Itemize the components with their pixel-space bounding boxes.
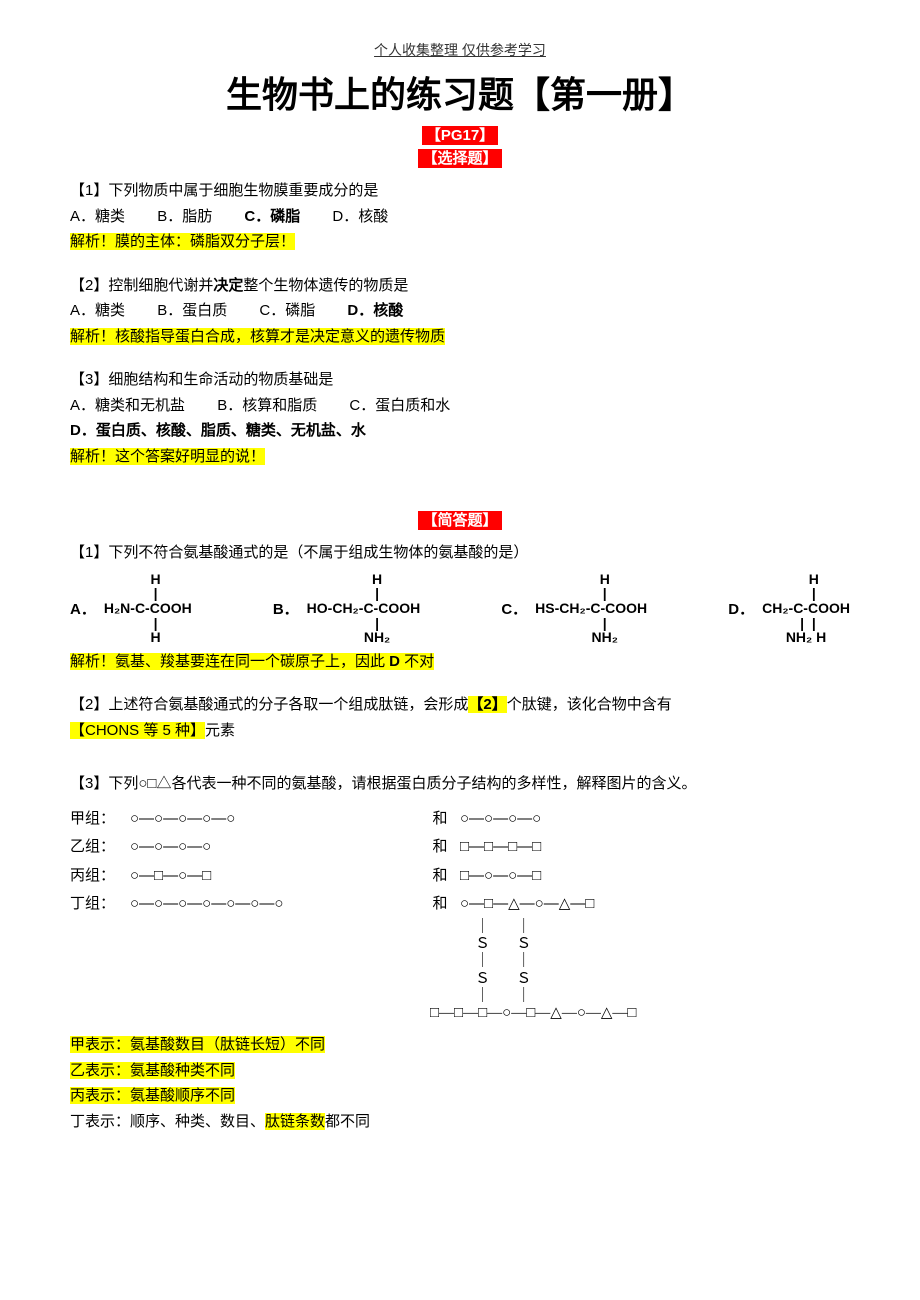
sa-q3-stem: 【3】下列○□△各代表一种不同的氨基酸，请根据蛋白质分子结构的多样性，解释图片的… xyxy=(70,771,850,797)
ans-ding: 丁表示：顺序、种类、数目、肽链条数都不同 xyxy=(70,1109,850,1135)
ans-bing-text: 丙表示：氨基酸顺序不同 xyxy=(70,1087,235,1104)
sa-q1-formula-a: A． H | H₂N-C-COOH | H xyxy=(70,572,192,645)
chain-yi-left: ○—○—○—○ xyxy=(130,833,420,862)
sa-q2-ans2-mid3: 种】 xyxy=(171,722,205,739)
page-title: 生物书上的练习题【第一册】 xyxy=(70,66,850,118)
sa-q1-a-struct: H | H₂N-C-COOH | H xyxy=(104,572,192,645)
mc-q2-stem-pre: 【2】控制细胞代谢并 xyxy=(70,277,213,294)
ans-yi: 乙表示：氨基酸种类不同 xyxy=(70,1058,850,1084)
page-marker: 【PG17】 xyxy=(70,124,850,145)
chain-ding-left: ○—○—○—○—○—○—○ xyxy=(130,890,420,919)
section-mc-marker: 【选择题】 xyxy=(70,147,850,168)
sa-q2: 【2】上述符合氨基酸通式的分子各取一个组成肽链，会形成【2】个肽键，该化合物中含… xyxy=(70,692,850,743)
section-sa-marker: 【简答题】 xyxy=(70,509,850,530)
chain-bing-right: □—○—○—□ xyxy=(460,862,850,891)
mc-q3-explain-text: 解析！这个答案好明显的说！ xyxy=(70,448,265,465)
sa-q3-chains: 甲组： ○—○—○—○—○ 和 ○—○—○—○ 乙组： ○—○—○—○ 和 □—… xyxy=(70,805,850,919)
sa-q1-c-label: C． xyxy=(501,598,527,619)
mc-q3-options: A．糖类和无机盐 B．核算和脂质 C．蛋白质和水 xyxy=(70,393,850,419)
chain-bing-left: ○—□—○—□ xyxy=(130,862,420,891)
mc-q1-opt-a: A．糖类 xyxy=(70,204,125,230)
mc-q1-opt-c: C．磷脂 xyxy=(244,204,300,230)
mc-q2-options: A．糖类 B．蛋白质 C．磷脂 D．核酸 xyxy=(70,298,850,324)
sa-q2-ans2-mid1: 等 xyxy=(139,722,162,739)
sa-q1-explain: 解析！氨基、羧基要连在同一个碳原子上，因此 D 不对 xyxy=(70,649,850,675)
sa-q2-ans2-pre: 【CHONS xyxy=(70,722,139,739)
chain-bing-mid: 和 xyxy=(420,862,460,891)
sa-q1-b-label: B． xyxy=(273,598,299,619)
sa-q2-post: 元素 xyxy=(205,722,235,739)
ans-yi-text: 乙表示：氨基酸种类不同 xyxy=(70,1062,235,1079)
chain-ding-label: 丁组： xyxy=(70,890,130,919)
ans-ding-pre: 丁表示：顺序、种类、数目、 xyxy=(70,1113,265,1130)
mc-q2-explain-text: 解析！核酸指导蛋白合成，核算才是决定意义的遗传物质 xyxy=(70,328,445,345)
sa-q1-a-label: A． xyxy=(70,598,96,619)
mc-q1-options: A．糖类 B．脂肪 C．磷脂 D．核酸 xyxy=(70,204,850,230)
sa-q1-formula-d: D． H | CH₂-C-COOH | | NH₂ H xyxy=(728,572,850,645)
page-root: 个人收集整理 仅供参考学习 生物书上的练习题【第一册】 【PG17】 【选择题】… xyxy=(0,0,920,1194)
mc-q1-opt-d: D．核酸 xyxy=(332,204,388,230)
chain-jia-left: ○—○—○—○—○ xyxy=(130,805,420,834)
mc-q2-opt-b: B．蛋白质 xyxy=(157,298,227,324)
chain-jia-right: ○—○—○—○ xyxy=(460,805,850,834)
mc-q2-stem-post: 整个生物体遗传的物质是 xyxy=(243,277,408,294)
header-note: 个人收集整理 仅供参考学习 xyxy=(70,40,850,60)
chain-yi-right: □—□—□—□ xyxy=(460,833,850,862)
sa-q1-d-label: D． xyxy=(728,598,754,619)
mc-q1-stem: 【1】下列物质中属于细胞生物膜重要成分的是 xyxy=(70,178,850,204)
sa-q1-explain-post: 不对 xyxy=(400,653,434,670)
mc-q3-opt-c: C．蛋白质和水 xyxy=(349,393,450,419)
mc-q2-opt-c: C．磷脂 xyxy=(259,298,315,324)
ans-ding-post: 都不同 xyxy=(325,1113,370,1130)
ans-ding-hl: 肽链条数 xyxy=(265,1113,325,1130)
mc-q2-stem: 【2】控制细胞代谢并决定整个生物体遗传的物质是 xyxy=(70,273,850,299)
chain-bing: 丙组： ○—□—○—□ 和 □—○—○—□ xyxy=(70,862,850,891)
sa-q1-d-struct: H | CH₂-C-COOH | | NH₂ H xyxy=(762,572,850,645)
mc-q2-opt-d: D．核酸 xyxy=(347,298,403,324)
sa-q3-disulfide: ｜ ｜ Ｓ Ｓ ｜ ｜ Ｓ Ｓ ｜ ｜ □—□—□—○—□—△—○—△—□ xyxy=(430,919,850,1023)
sa-q1-explain-mid: D xyxy=(389,653,400,670)
mc-q1-explain-text: 解析！膜的主体：磷脂双分子层！ xyxy=(70,233,295,250)
sa-q2-ans2-mid2: 5 xyxy=(163,722,171,739)
mc-q3-explain: 解析！这个答案好明显的说！ xyxy=(70,444,850,470)
sa-q1-b-struct: H | HO-CH₂-C-COOH | NH₂ xyxy=(307,572,421,645)
chain-jia-label: 甲组： xyxy=(70,805,130,834)
sa-q1-explain-pre: 解析！氨基、羧基要连在同一个碳原子上，因此 xyxy=(70,653,389,670)
mc-q1-explain: 解析！膜的主体：磷脂双分子层！ xyxy=(70,229,850,255)
sa-q1-stem: 【1】下列不符合氨基酸通式的是（不属于组成生物体的氨基酸的是） xyxy=(70,540,850,566)
chain-yi-label: 乙组： xyxy=(70,833,130,862)
sa-q1-formula-b: B． H | HO-CH₂-C-COOH | NH₂ xyxy=(273,572,420,645)
mc-q3-opt-a: A．糖类和无机盐 xyxy=(70,393,185,419)
mc-q2-explain: 解析！核酸指导蛋白合成，核算才是决定意义的遗传物质 xyxy=(70,324,850,350)
chain-ding-mid: 和 xyxy=(420,890,460,919)
sa-q2-pre: 【2】上述符合氨基酸通式的分子各取一个组成肽链，会形成 xyxy=(70,696,468,713)
chain-jia-mid: 和 xyxy=(420,805,460,834)
chain-yi: 乙组： ○—○—○—○ 和 □—□—□—□ xyxy=(70,833,850,862)
mc-q1-opt-b: B．脂肪 xyxy=(157,204,212,230)
mc-q2-opt-a: A．糖类 xyxy=(70,298,125,324)
sa-q1-formula-c: C． H | HS-CH₂-C-COOH | NH₂ xyxy=(501,572,647,645)
pg-badge: 【PG17】 xyxy=(422,126,498,145)
chain-ding-right: ○—□—△—○—△—□ xyxy=(460,890,850,919)
mc-badge: 【选择题】 xyxy=(418,149,501,168)
mc-q2-stem-bold: 决定 xyxy=(213,277,243,294)
ans-jia-text: 甲表示：氨基酸数目（肽链长短）不同 xyxy=(70,1036,325,1053)
mc-q3-stem: 【3】细胞结构和生命活动的物质基础是 xyxy=(70,367,850,393)
sa-q2-mid: 个肽键，该化合物中含有 xyxy=(507,696,672,713)
chain-bing-label: 丙组： xyxy=(70,862,130,891)
chain-ding: 丁组： ○—○—○—○—○—○—○ 和 ○—□—△—○—△—□ xyxy=(70,890,850,919)
sa-q2-ans1: 【2】 xyxy=(468,696,506,713)
sa-badge: 【简答题】 xyxy=(418,511,501,530)
ans-jia: 甲表示：氨基酸数目（肽链长短）不同 xyxy=(70,1032,850,1058)
mc-q3-opt-b: B．核算和脂质 xyxy=(217,393,317,419)
chain-jia: 甲组： ○—○—○—○—○ 和 ○—○—○—○ xyxy=(70,805,850,834)
ans-bing: 丙表示：氨基酸顺序不同 xyxy=(70,1083,850,1109)
mc-q3-opt-d: D．蛋白质、核酸、脂质、糖类、无机盐、水 xyxy=(70,418,850,444)
sa-q1-c-struct: H | HS-CH₂-C-COOH | NH₂ xyxy=(535,572,647,645)
chain-yi-mid: 和 xyxy=(420,833,460,862)
sa-q1-formula-row: A． H | H₂N-C-COOH | H B． H | HO-CH₂-C-CO… xyxy=(70,572,850,645)
sa-q3-answers: 甲表示：氨基酸数目（肽链长短）不同 乙表示：氨基酸种类不同 丙表示：氨基酸顺序不… xyxy=(70,1032,850,1134)
